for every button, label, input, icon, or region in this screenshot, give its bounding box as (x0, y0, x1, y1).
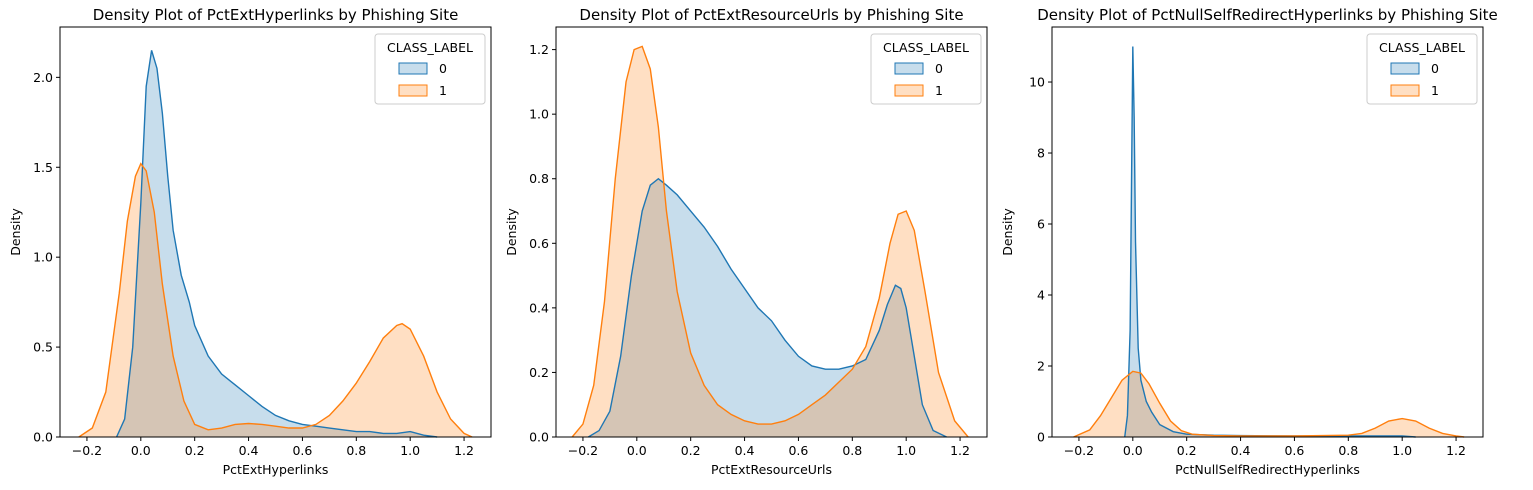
legend: CLASS_LABEL 0 1 (1366, 33, 1478, 105)
y-tick-label: 0.4 (529, 300, 549, 315)
legend-swatch-class-1 (894, 84, 924, 97)
x-tick-label: 0.8 (1338, 443, 1358, 458)
x-tick-label: 0.4 (239, 443, 259, 458)
x-tick-label: 1.2 (454, 443, 474, 458)
density-line-class-0 (115, 50, 438, 438)
x-tick-label: 0.0 (131, 443, 151, 458)
density-area-class-1 (78, 163, 473, 438)
x-tick-label: −0.2 (72, 443, 102, 458)
chart-title: Density Plot of PctNullSelfRedirectHyper… (1037, 6, 1498, 24)
y-axis-label: Density (504, 208, 519, 256)
y-tick-label: 0.0 (529, 430, 549, 445)
density-area-class-1 (1073, 371, 1465, 437)
density-line-class-1 (78, 162, 473, 438)
chart-title: Density Plot of PctExtHyperlinks by Phis… (93, 6, 459, 24)
x-tick-label: 0.6 (788, 443, 808, 458)
x-tick-label: 0.2 (681, 443, 701, 458)
axes-frame (1051, 26, 1484, 438)
axes-frame (555, 26, 988, 438)
x-axis-label: PctExtResourceUrls (711, 462, 832, 477)
legend-swatch-class-1 (1390, 84, 1420, 97)
y-axis-label: Density (8, 208, 23, 256)
x-tick-label: −0.2 (1064, 443, 1094, 458)
y-tick-label: 0.8 (529, 171, 549, 186)
density-area-class-1 (572, 46, 969, 438)
density-area-class-0 (116, 50, 438, 437)
axes-frame (59, 26, 492, 438)
x-tick-label: 0.6 (1284, 443, 1304, 458)
density-line-class-0 (587, 177, 947, 438)
legend-title: CLASS_LABEL (387, 40, 473, 55)
legend: CLASS_LABEL 0 1 (870, 33, 982, 105)
x-tick-label: 1.2 (950, 443, 970, 458)
y-tick-label: 8 (1037, 146, 1045, 161)
x-tick-label: 0.4 (735, 443, 755, 458)
x-tick-label: −0.2 (568, 443, 598, 458)
legend-entry-class-0: 0 (1431, 61, 1439, 76)
density-line-class-0 (1124, 46, 1416, 438)
y-tick-label: 0.0 (33, 430, 53, 445)
x-tick-label: 1.0 (896, 443, 916, 458)
x-tick-label: 0.0 (627, 443, 647, 458)
chart-panel-2: −0.2 0.0 0.2 0.4 0.6 0.8 1.0 1.2 0.0 0.2 0.4 0.6 0.8… (504, 6, 988, 477)
y-tick-label: 1.0 (33, 250, 53, 265)
density-line-class-1 (571, 45, 969, 438)
legend-entry-class-0: 0 (935, 61, 943, 76)
chart-panel-1: −0.2 0.0 0.2 0.4 0.6 0.8 1.0 1.2 0.0 0.5 1.0 1.5 2.0… (8, 6, 492, 477)
x-tick-label: 0.6 (292, 443, 312, 458)
y-tick-label: 2.0 (33, 70, 53, 85)
density-area-class-0 (588, 178, 947, 438)
legend-title: CLASS_LABEL (883, 40, 969, 55)
y-tick-label: 0.6 (529, 236, 549, 251)
legend-entry-class-1: 1 (1431, 83, 1439, 98)
chart-title: Density Plot of PctExtResourceUrls by Ph… (579, 6, 963, 24)
y-tick-label: 0.5 (33, 340, 53, 355)
y-axis-label: Density (1000, 208, 1015, 256)
x-tick-label: 1.2 (1446, 443, 1466, 458)
chart-panel-3: −0.2 0.0 0.2 0.4 0.6 0.8 1.0 1.20246810Density … (1000, 6, 1498, 477)
legend-box (870, 33, 982, 105)
density-line-class-1 (1073, 370, 1465, 438)
legend-entry-class-0: 0 (439, 61, 447, 76)
y-tick-label: 0.2 (529, 365, 549, 380)
legend-swatch-class-0 (894, 62, 924, 75)
legend-title: CLASS_LABEL (1379, 40, 1465, 55)
y-tick-label: 4 (1037, 288, 1045, 303)
x-tick-label: 0.0 (1123, 443, 1143, 458)
x-axis-label: PctExtHyperlinks (223, 462, 329, 477)
x-tick-label: 0.4 (1231, 443, 1251, 458)
density-area-class-0 (1124, 46, 1416, 438)
legend-box (1366, 33, 1478, 105)
legend-swatch-class-0 (398, 62, 428, 75)
x-tick-label: 0.8 (346, 443, 366, 458)
legend-entry-class-1: 1 (935, 83, 943, 98)
x-tick-label: 1.0 (1392, 443, 1412, 458)
legend-box (374, 33, 486, 105)
y-tick-label: 1.5 (33, 160, 53, 175)
x-tick-label: 1.0 (400, 443, 420, 458)
legend-swatch-class-0 (1390, 62, 1420, 75)
y-tick-label: 1.0 (529, 107, 549, 122)
legend-entry-class-1: 1 (439, 83, 447, 98)
x-axis-label: PctNullSelfRedirectHyperlinks (1175, 462, 1360, 477)
x-tick-label: 0.8 (842, 443, 862, 458)
x-tick-label: 0.2 (185, 443, 205, 458)
legend-swatch-class-1 (398, 84, 428, 97)
y-tick-label: 1.2 (529, 42, 549, 57)
legend: CLASS_LABEL 0 1 (374, 33, 486, 105)
x-tick-label: 0.2 (1177, 443, 1197, 458)
y-tick-label: 6 (1037, 217, 1045, 232)
y-tick-label: 10 (1029, 75, 1045, 90)
y-tick-label: 0 (1037, 430, 1045, 445)
y-tick-label: 2 (1037, 359, 1045, 374)
